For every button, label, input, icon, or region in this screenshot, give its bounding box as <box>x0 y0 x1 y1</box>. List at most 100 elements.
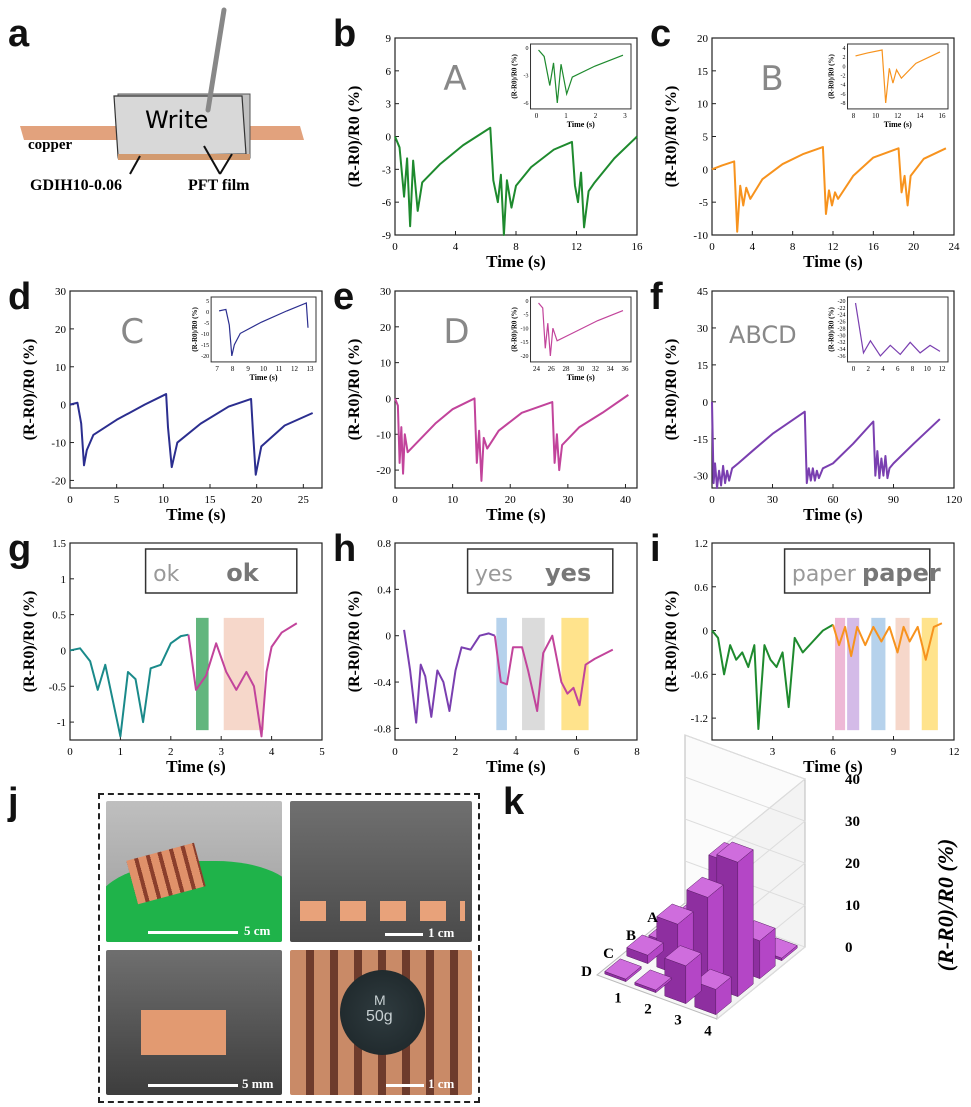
inset-frame <box>530 43 632 110</box>
photo-weight: M 50g 1 cm <box>290 950 472 1095</box>
inset-y-tick-1: 0 <box>206 310 209 316</box>
copper-label: copper <box>28 137 73 153</box>
y-tick-label-3: 15 <box>697 360 709 372</box>
x-tick-label-3: 9 <box>891 746 897 758</box>
inset-x-tick-4: 16 <box>939 112 947 120</box>
handwriting-box <box>144 548 298 594</box>
gdih-label: GDIH10-0.06 <box>30 177 122 194</box>
highlight-band-2 <box>871 617 886 731</box>
chart-panel-g: 0 1 2 3 4 5 -1 -0.5 0 0.5 1 1.5 Time (s) (R-R0)/R0 (%… <box>21 538 325 776</box>
inset-y-tick-1: -22 <box>838 306 846 312</box>
handwritten-word-light: yes <box>475 562 513 587</box>
inset-x-tick-2: 28 <box>563 365 571 373</box>
inset-frame <box>210 296 317 363</box>
bar-D-2 <box>634 969 672 994</box>
y-tick-label-4: 1 <box>61 574 67 586</box>
weight-label-top: M <box>374 992 386 1008</box>
inset-x-tick-0: 0 <box>535 112 539 120</box>
x-tick-label-3: 15 <box>205 494 217 506</box>
bar-top <box>604 958 642 980</box>
scale-label-2: 1 cm <box>428 925 455 940</box>
z-axis-label: (R-R0)/R0 (%) <box>933 839 958 972</box>
x-tick-label-3: 12 <box>571 241 582 253</box>
x-tick-label-4: 20 <box>251 494 263 506</box>
y-tick-label-4: 3 <box>386 99 392 111</box>
inset-x-tick-1: 2 <box>867 365 871 373</box>
highlight-band-1 <box>847 617 860 731</box>
x-tick-label-3: 6 <box>574 746 580 758</box>
x-tick-label-2: 4 <box>513 746 519 758</box>
inset-y-tick-3: -10 <box>201 332 209 338</box>
y-tick-label-2: 0 <box>703 626 709 638</box>
inset-frame <box>847 43 949 110</box>
panel-label-f: f <box>650 276 663 318</box>
inset-x-tick-1: 8 <box>231 365 235 373</box>
col-label-4: 4 <box>704 1024 712 1040</box>
inset-y-tick-3: -15 <box>521 340 529 346</box>
pft-label: PFT film <box>188 177 250 194</box>
chart-panel-h: 0 2 4 6 8 -0.8 -0.4 0 0.4 0.8 Time (s) (R-R0)/R0 (%… <box>346 538 640 776</box>
plot-frame <box>394 290 638 489</box>
z-tick-label-0: 0 <box>845 940 853 956</box>
photo-frame <box>98 793 480 1103</box>
highlight-band-4 <box>921 617 938 731</box>
x-tick-label-0: 0 <box>392 746 398 758</box>
inset-y-tick-8: -36 <box>838 354 846 360</box>
panel-label-h: h <box>333 528 357 570</box>
inset-x-tick-1: 10 <box>872 112 880 120</box>
y-tick-label-0: -0.8 <box>374 723 392 735</box>
inset-y-tick-5: -20 <box>201 354 209 360</box>
inset-x-tick-1: 1 <box>564 112 568 120</box>
row-label-B: B <box>626 928 636 944</box>
row-label-C: C <box>603 946 614 962</box>
y-tick-label-3: 10 <box>380 358 392 370</box>
y-tick-label-6: 9 <box>386 33 392 45</box>
inset-x-tick-3: 6 <box>896 365 900 373</box>
inset-y-tick-0: 0 <box>526 299 529 305</box>
x-tick-label-0: 0 <box>392 494 398 506</box>
y-tick-label-3: 0 <box>386 132 392 144</box>
bar-C-1 <box>626 934 664 965</box>
x-tick-label-2: 20 <box>505 494 517 506</box>
inset-y-tick-3: -26 <box>838 320 846 326</box>
y-tick-label-3: 0.4 <box>377 584 391 596</box>
x-tick-label-4: 120 <box>946 494 963 506</box>
handwritten-letter: C <box>120 312 144 352</box>
series-line-0 <box>711 146 947 233</box>
write-text: Write <box>145 106 208 134</box>
inset-y-tick-5: -30 <box>838 333 846 339</box>
bar-top <box>626 934 664 956</box>
x-tick-label-1: 30 <box>767 494 779 506</box>
x-tick-label-1: 4 <box>750 241 756 253</box>
x-tick-label-2: 10 <box>158 494 170 506</box>
y-tick-label-1: -6 <box>382 197 392 209</box>
inset-y-label: (R-R0)/R0 (%) <box>828 307 836 352</box>
y-tick-label-3: 10 <box>55 362 67 374</box>
x-tick-label-4: 8 <box>634 746 640 758</box>
bar-top <box>686 876 724 898</box>
inset-x-tick-5: 10 <box>924 365 932 373</box>
inset-y-tick-6: -32 <box>838 340 846 346</box>
inset-y-tick-1: 2 <box>843 55 846 61</box>
inset-y-tick-0: 4 <box>843 46 846 52</box>
inset-x-tick-3: 30 <box>577 365 585 373</box>
inset-y-label: (R-R0)/R0 (%) <box>828 54 836 99</box>
panel-label-a: a <box>8 13 30 55</box>
bar-D-3 <box>664 945 702 1005</box>
panel-label-j: j <box>8 781 19 823</box>
photo-sensors-row: 1 cm <box>290 801 472 942</box>
x-axis-label: Time (s) <box>803 757 863 776</box>
inset-x-tick-3: 10 <box>260 365 268 373</box>
inset-x-tick-6: 12 <box>939 365 947 373</box>
inset-x-tick-0: 0 <box>852 365 856 373</box>
inset-series <box>538 302 624 356</box>
highlight-band-0 <box>835 617 846 731</box>
inset-x-tick-0: 7 <box>215 365 219 373</box>
photo-side-view: 5 mm <box>106 950 282 1095</box>
inset-x-tick-5: 12 <box>291 365 299 373</box>
handwritten-letter: D <box>443 312 469 352</box>
inset-y-label: (R-R0)/R0 (%) <box>511 54 519 99</box>
series-line-0 <box>711 401 941 489</box>
